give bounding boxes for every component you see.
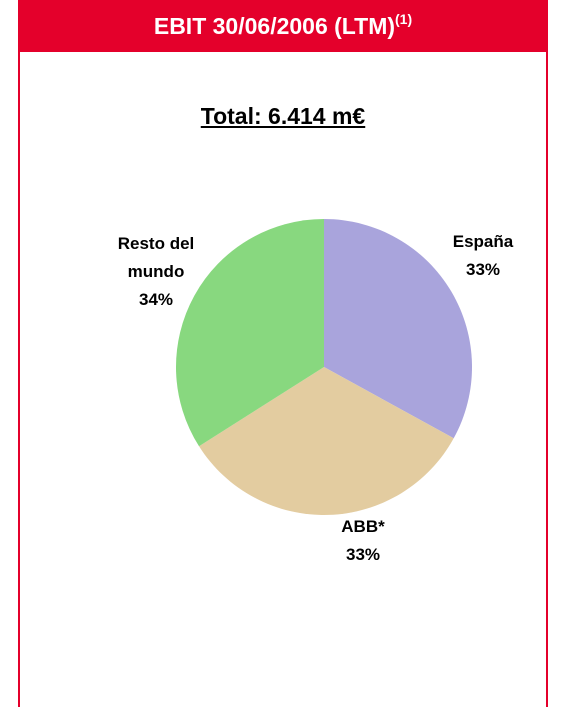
- right-border: [546, 52, 548, 707]
- slice-value-label: 34%: [138, 290, 174, 309]
- pie-slice: [175, 219, 324, 447]
- slice-label: ABB*: [341, 517, 385, 536]
- slice-label: España: [452, 232, 514, 251]
- title-superscript: (1): [395, 11, 413, 27]
- slice-value-label: 33%: [465, 260, 501, 279]
- pie-slice: [324, 219, 473, 439]
- left-border: [18, 52, 20, 707]
- slice-value-label: 33%: [345, 545, 381, 564]
- subtitle: Total: 6.414 m€: [200, 103, 366, 129]
- pie-slice: [199, 367, 454, 515]
- chart-title: EBIT 30/06/2006 (LTM): [153, 13, 396, 39]
- slice-label: Resto del mundo: [117, 234, 195, 281]
- header: EBIT 30/06/2006 (LTM)(1): [18, 0, 548, 52]
